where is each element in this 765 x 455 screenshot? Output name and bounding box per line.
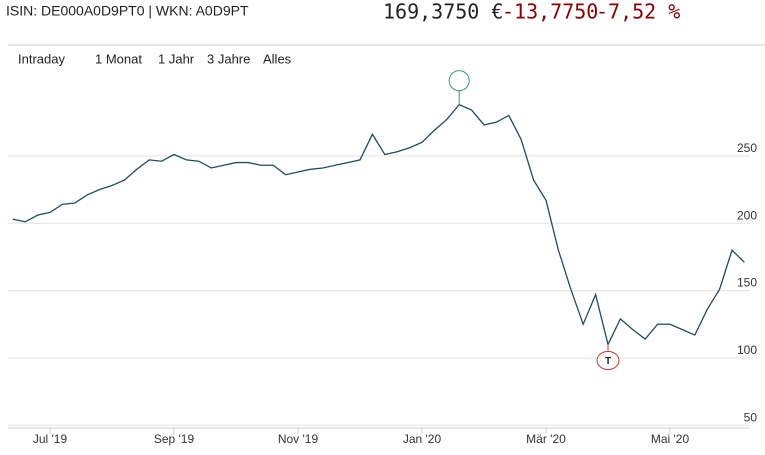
x-tick-label: Jan '20 bbox=[403, 432, 442, 446]
y-tick-label: 250 bbox=[737, 141, 757, 155]
low-marker-label: T bbox=[605, 356, 611, 367]
security-id: ISIN: DE000A0D9PT0 | WKN: A0D9PT bbox=[6, 3, 249, 19]
range-button[interactable]: 1 Monat bbox=[95, 51, 142, 66]
y-tick-label: 200 bbox=[737, 208, 757, 222]
x-tick-label: Mär '20 bbox=[526, 432, 566, 446]
high-marker bbox=[448, 70, 470, 92]
range-button[interactable]: Alles bbox=[263, 51, 292, 66]
y-tick-label: 100 bbox=[737, 343, 757, 357]
price-line bbox=[12, 103, 745, 347]
y-tick-label: 150 bbox=[737, 276, 757, 290]
x-tick-label: Nov '19 bbox=[278, 432, 319, 446]
range-button[interactable]: 1 Jahr bbox=[158, 51, 195, 66]
change: -13,7750 bbox=[502, 0, 598, 24]
range-button[interactable]: Intraday bbox=[18, 51, 65, 66]
range-button[interactable]: 3 Jahre bbox=[207, 51, 250, 66]
y-tick-label: 50 bbox=[744, 410, 758, 424]
low-marker bbox=[596, 350, 620, 370]
x-tick-label: Jul '19 bbox=[33, 432, 68, 446]
change-pct: -7,52 % bbox=[596, 0, 680, 24]
x-tick-label: Mai '20 bbox=[651, 432, 690, 446]
price: 169,3750 € bbox=[383, 0, 503, 24]
x-tick-label: Sep '19 bbox=[154, 432, 195, 446]
